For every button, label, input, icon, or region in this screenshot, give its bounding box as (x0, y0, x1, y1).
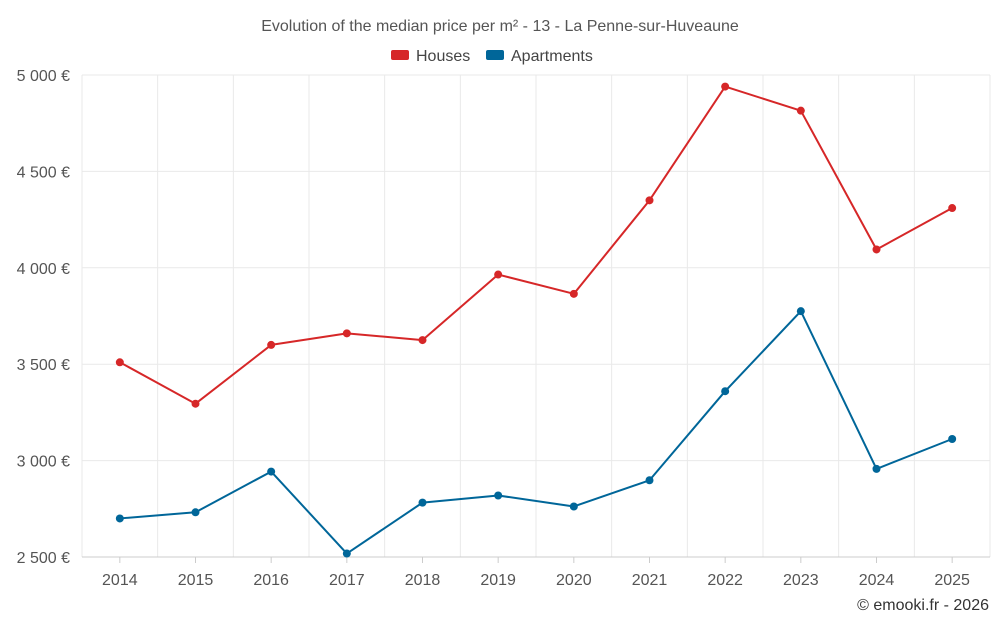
data-point-apartments[interactable] (115, 514, 124, 523)
data-point-apartments[interactable] (418, 498, 427, 507)
y-tick-label: 2 500 € (17, 550, 70, 567)
chart-title: Evolution of the median price per m² - 1… (261, 18, 739, 35)
data-point-apartments[interactable] (645, 476, 654, 485)
legend-swatch-houses (391, 50, 409, 60)
data-point-houses[interactable] (267, 340, 276, 349)
y-axis: 2 500 € 3 000 € 3 500 € 4 000 € 4 500 € 5 000… (17, 68, 70, 567)
data-point-apartments[interactable] (796, 307, 805, 316)
x-tick-label: 2020 (556, 572, 592, 589)
x-tick-label: 2025 (934, 572, 970, 589)
data-point-houses[interactable] (494, 270, 503, 279)
credit-text: © emooki.fr - 2026 (857, 597, 989, 614)
data-point-houses[interactable] (872, 245, 881, 254)
series-line-houses (119, 85, 953, 405)
x-tick-label: 2023 (783, 572, 819, 589)
data-point-apartments[interactable] (948, 435, 957, 444)
y-tick-label: 4 500 € (17, 164, 70, 181)
data-point-houses[interactable] (342, 329, 351, 338)
x-tick-label: 2017 (329, 572, 365, 589)
legend-item-apartments[interactable]: Apartments (486, 48, 593, 65)
legend-item-houses[interactable]: Houses (391, 48, 470, 65)
y-tick-label: 5 000 € (17, 68, 70, 85)
x-tick-label: 2019 (480, 572, 516, 589)
series-layer (115, 82, 957, 558)
data-point-apartments[interactable] (494, 491, 503, 500)
x-tick-label: 2014 (102, 572, 138, 589)
series-houses (115, 82, 957, 408)
x-tick-label: 2018 (405, 572, 441, 589)
x-tick-label: 2016 (253, 572, 289, 589)
y-tick-label: 4 000 € (17, 261, 70, 278)
x-tick-label: 2015 (178, 572, 214, 589)
data-point-apartments[interactable] (569, 502, 578, 511)
x-axis: 2014 2015 2016 2017 2018 2019 2020 2021 2022 2023… (82, 556, 990, 589)
data-point-apartments[interactable] (191, 508, 200, 517)
x-tick-label: 2022 (707, 572, 743, 589)
legend: Houses Apartments (391, 48, 593, 65)
data-point-houses[interactable] (569, 289, 578, 298)
data-point-houses[interactable] (721, 82, 730, 91)
data-point-apartments[interactable] (872, 464, 881, 473)
data-point-houses[interactable] (418, 336, 427, 345)
data-point-houses[interactable] (115, 358, 124, 367)
x-tick-label: 2021 (632, 572, 668, 589)
y-tick-label: 3 500 € (17, 357, 70, 374)
series-apartments (115, 307, 957, 558)
data-point-houses[interactable] (948, 204, 957, 213)
data-point-apartments[interactable] (267, 467, 276, 476)
data-point-apartments[interactable] (721, 387, 730, 396)
data-point-houses[interactable] (796, 106, 805, 115)
x-tick-label: 2024 (859, 572, 895, 589)
legend-label-houses: Houses (416, 48, 470, 65)
data-point-houses[interactable] (645, 196, 654, 205)
series-line-apartments (119, 310, 953, 555)
legend-label-apartments: Apartments (511, 48, 593, 65)
data-point-houses[interactable] (191, 399, 200, 408)
y-tick-label: 3 000 € (17, 454, 70, 471)
legend-swatch-apartments (486, 50, 504, 60)
data-point-apartments[interactable] (342, 549, 351, 558)
grid-lines (81, 74, 991, 557)
